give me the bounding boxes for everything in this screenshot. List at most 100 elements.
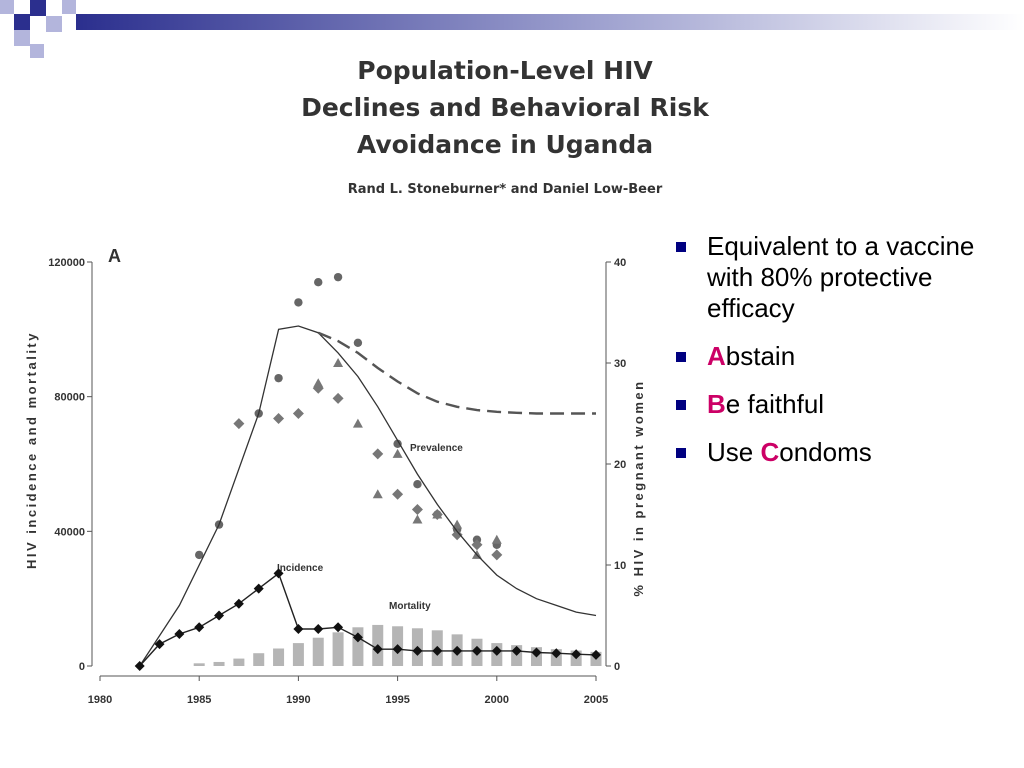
incidence-point xyxy=(293,623,304,634)
incidence-point xyxy=(491,645,502,656)
bullet-square-icon xyxy=(676,352,686,362)
bullet-square-icon xyxy=(676,400,686,410)
deco-square xyxy=(14,14,30,30)
incidence-point xyxy=(432,645,443,656)
incidence-point xyxy=(352,632,363,643)
scatter-point-diamond xyxy=(273,413,285,425)
scatter-point-triangle xyxy=(372,489,383,499)
mortality-bar xyxy=(312,637,324,666)
deco-square xyxy=(0,0,14,14)
list-item: Be faithful xyxy=(672,389,1012,420)
y-tick-label-left: 40000 xyxy=(54,526,85,538)
incidence-point xyxy=(154,639,165,650)
paper-title-line: Declines and Behavioral Risk xyxy=(301,93,709,122)
scatter-point-circle xyxy=(314,278,323,287)
scatter-point-triangle xyxy=(333,358,344,367)
list-item: Equivalent to a vaccine with 80% protect… xyxy=(672,231,1012,324)
incidence-point xyxy=(273,568,284,579)
scatter-point-triangle xyxy=(452,519,463,529)
scatter-point-diamond xyxy=(372,448,384,460)
incidence-point xyxy=(333,622,344,633)
paper-authors: Rand L. Stoneburner* and Daniel Low-Beer xyxy=(347,182,663,197)
accent-letter: C xyxy=(760,437,780,467)
scatter-point-triangle xyxy=(491,534,502,544)
deco-square xyxy=(62,0,76,14)
incidence-line xyxy=(139,572,597,667)
x-tick-label: 2005 xyxy=(584,694,608,706)
accent-letter: B xyxy=(707,389,726,419)
incidence-point xyxy=(194,622,205,633)
scatter-point-diamond xyxy=(471,539,483,551)
mortality-bar xyxy=(292,643,304,666)
scatter-point-diamond xyxy=(332,392,344,404)
incidence-point xyxy=(253,583,264,594)
y-tick-label-left: 80000 xyxy=(54,392,85,404)
scatter-point-diamond xyxy=(292,408,304,419)
mortality-bar xyxy=(193,663,205,666)
deco-square xyxy=(14,30,30,46)
scatter-point-circle xyxy=(353,338,363,347)
bullet-text: Use xyxy=(707,437,761,467)
scatter-point-triangle xyxy=(412,514,423,524)
scatter-point-circle xyxy=(413,480,422,489)
y-tick-label-right: 20 xyxy=(614,459,626,471)
y-axis-label-right: % HIV in pregnant women xyxy=(631,379,646,596)
incidence-point xyxy=(412,645,423,656)
y-tick-label-right: 40 xyxy=(614,257,626,269)
incidence-point xyxy=(372,644,383,655)
scatter-point-triangle xyxy=(313,378,324,388)
y-tick-label-left: 0 xyxy=(79,661,85,673)
y-tick-label-left: 120000 xyxy=(48,257,85,269)
paper-title-line: Avoidance in Uganda xyxy=(356,130,654,159)
incidence-point xyxy=(392,644,403,655)
scatter-point-diamond xyxy=(491,549,503,561)
scatter-point-triangle xyxy=(392,448,403,458)
y-tick-label-right: 10 xyxy=(614,560,626,572)
incidence-point xyxy=(511,645,522,656)
bullet-list: Equivalent to a vaccine with 80% protect… xyxy=(672,231,1012,485)
scatter-point-circle xyxy=(294,298,303,307)
scatter-point-diamond xyxy=(411,503,423,515)
x-tick-label: 1980 xyxy=(88,694,112,706)
y-axis-label-left: HIV incidence and mortality xyxy=(24,331,39,569)
scatter-point-diamond xyxy=(233,418,245,430)
incidence-point xyxy=(571,649,582,660)
x-tick-label: 1985 xyxy=(187,694,211,706)
incidence-point xyxy=(531,647,542,658)
incidence-point xyxy=(134,661,145,671)
mortality-bar xyxy=(233,658,245,666)
incidence-point xyxy=(452,645,463,656)
scatter-point-circle xyxy=(333,272,343,282)
annotation-prevalence: Prevalence xyxy=(410,443,463,454)
x-tick-label: 1990 xyxy=(286,694,310,706)
list-item: Use Condoms xyxy=(672,437,1012,468)
annotation-mortality: Mortality xyxy=(389,601,431,612)
mortality-bar xyxy=(352,627,364,666)
scatter-point-circle xyxy=(274,373,283,383)
incidence-point xyxy=(214,610,225,621)
bullet-text: bstain xyxy=(725,341,796,371)
scatter-point-triangle xyxy=(432,509,443,519)
hiv-chart: A HIV incidence and mortality % HIV in p… xyxy=(24,246,646,706)
incidence-point xyxy=(471,645,482,656)
corner-decoration xyxy=(0,0,1024,58)
scatter-point-diamond xyxy=(392,488,404,500)
annotation-incidence: Incidence xyxy=(277,563,324,574)
bullet-square-icon xyxy=(676,242,686,252)
bullet-text: ondoms xyxy=(779,437,872,467)
bullet-square-icon xyxy=(676,448,686,458)
x-tick-label: 1995 xyxy=(385,694,409,706)
y-tick-label-right: 30 xyxy=(614,358,626,370)
mortality-bar xyxy=(213,661,225,666)
incidence-point xyxy=(551,648,562,659)
mortality-bar xyxy=(253,653,265,666)
incidence-point xyxy=(313,623,324,634)
deco-bar xyxy=(76,14,1024,30)
accent-letter: A xyxy=(707,341,726,371)
paper-title: Population-Level HIV Declines and Behavi… xyxy=(240,52,770,163)
bullet-text: e faithful xyxy=(725,389,825,419)
mortality-bar xyxy=(332,632,344,666)
incidence-point xyxy=(591,649,601,660)
scatter-point-circle xyxy=(393,439,402,448)
deco-square xyxy=(30,0,46,16)
